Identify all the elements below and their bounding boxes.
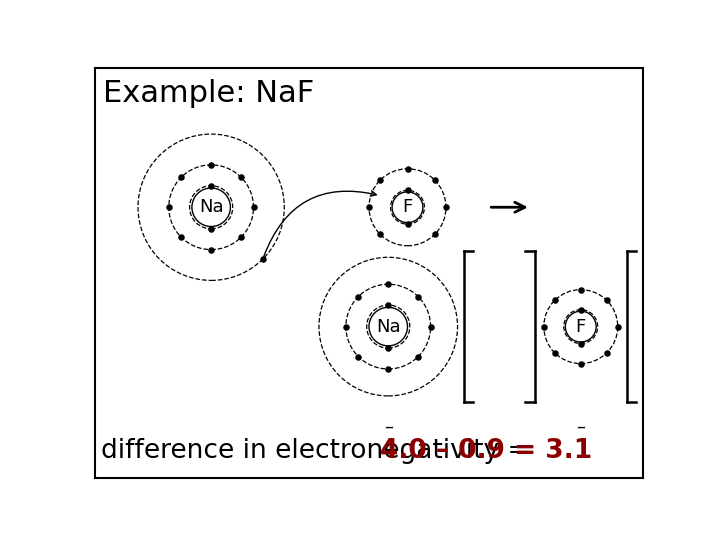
- Point: [402, 220, 413, 228]
- Point: [549, 296, 560, 305]
- Text: Example: NaF: Example: NaF: [104, 79, 315, 107]
- Text: Na: Na: [376, 318, 400, 335]
- Point: [235, 173, 247, 181]
- Point: [340, 322, 351, 331]
- Point: [205, 245, 217, 254]
- Point: [364, 203, 375, 212]
- Point: [413, 292, 424, 301]
- Point: [205, 160, 217, 169]
- Point: [538, 322, 549, 331]
- Point: [402, 165, 413, 173]
- Point: [382, 364, 394, 373]
- Point: [402, 186, 413, 194]
- Point: [601, 296, 613, 305]
- Circle shape: [565, 311, 596, 342]
- Point: [575, 359, 587, 368]
- Circle shape: [192, 188, 230, 226]
- Point: [612, 322, 624, 331]
- Text: F: F: [575, 318, 586, 335]
- Point: [353, 292, 364, 301]
- Point: [176, 233, 187, 241]
- Text: –: –: [384, 417, 392, 435]
- Circle shape: [369, 307, 408, 346]
- Point: [382, 301, 394, 309]
- Text: F: F: [402, 198, 413, 216]
- Point: [575, 339, 587, 348]
- Circle shape: [392, 192, 423, 222]
- Point: [163, 203, 174, 212]
- Point: [382, 344, 394, 353]
- Text: 4.0 – 0.9 = 3.1: 4.0 – 0.9 = 3.1: [380, 438, 592, 464]
- Point: [248, 203, 259, 212]
- Text: –: –: [576, 417, 585, 435]
- Point: [575, 285, 587, 294]
- Point: [257, 255, 269, 264]
- Point: [425, 322, 436, 331]
- Point: [575, 305, 587, 314]
- Point: [374, 230, 386, 239]
- Text: difference in electronegativity =: difference in electronegativity =: [101, 438, 538, 464]
- Text: Na: Na: [199, 198, 223, 216]
- Point: [601, 348, 613, 357]
- Point: [382, 280, 394, 288]
- Point: [429, 176, 441, 184]
- Point: [374, 176, 386, 184]
- Point: [205, 181, 217, 190]
- Point: [235, 233, 247, 241]
- Point: [205, 225, 217, 233]
- Point: [549, 348, 560, 357]
- Point: [429, 230, 441, 239]
- Point: [353, 352, 364, 361]
- Point: [176, 173, 187, 181]
- Point: [440, 203, 451, 212]
- Point: [413, 352, 424, 361]
